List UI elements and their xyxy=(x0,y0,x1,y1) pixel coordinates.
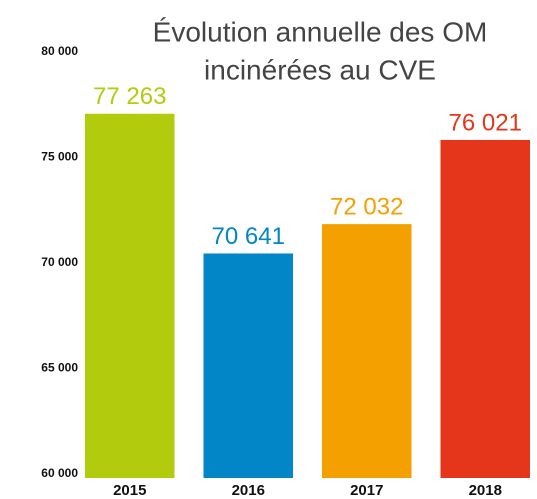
chart-title: Évolution annuelle des OM xyxy=(153,16,488,47)
y-tick-label: 60 000 xyxy=(41,466,78,480)
bar xyxy=(322,224,412,478)
x-tick-label: 2018 xyxy=(469,482,502,499)
bar xyxy=(203,253,293,478)
x-tick-label: 2017 xyxy=(350,482,383,499)
chart-title: incinérées au CVE xyxy=(204,54,436,85)
value-label: 70 641 xyxy=(212,223,285,250)
value-label: 72 032 xyxy=(330,193,403,220)
y-tick-label: 75 000 xyxy=(41,150,78,164)
value-label: 76 021 xyxy=(449,109,522,136)
bar xyxy=(85,113,175,478)
bar xyxy=(440,139,530,478)
y-tick-label: 80 000 xyxy=(41,44,78,58)
x-tick-label: 2016 xyxy=(232,482,265,499)
y-tick-label: 65 000 xyxy=(41,361,78,375)
y-tick-label: 70 000 xyxy=(41,255,78,269)
x-tick-label: 2015 xyxy=(113,482,146,499)
value-label: 77 263 xyxy=(93,83,166,110)
